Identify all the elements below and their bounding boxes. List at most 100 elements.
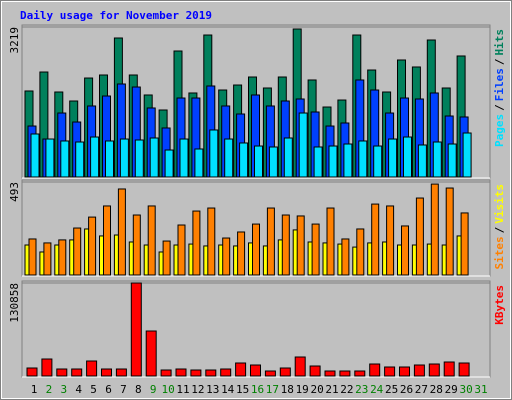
legend: Pages / Files / Hits [493, 29, 506, 147]
bar [147, 205, 156, 276]
bar [252, 223, 260, 276]
bar [30, 133, 40, 178]
bar [175, 368, 187, 377]
x-tick-label: 31 [474, 383, 487, 396]
bar [324, 370, 336, 377]
bar [328, 145, 338, 178]
bar [115, 368, 127, 377]
legend-entry: KBytes [493, 285, 506, 325]
bar [432, 141, 442, 178]
bar [254, 145, 263, 178]
bar [339, 370, 351, 377]
bar [194, 148, 204, 178]
bar [447, 143, 457, 178]
x-tick-label: 21 [325, 383, 338, 396]
bar [266, 207, 275, 276]
bar [235, 362, 247, 377]
bar [356, 228, 365, 276]
legend-entry: Visits [493, 184, 506, 224]
bar [430, 183, 439, 276]
bar [75, 141, 85, 178]
x-tick-label: 22 [340, 383, 353, 396]
bar [179, 138, 189, 178]
legend-entry: Sites [493, 236, 506, 269]
x-tick-label: 13 [206, 383, 219, 396]
x-tick-label: 17 [266, 383, 279, 396]
bar [417, 144, 427, 178]
bar [354, 370, 366, 377]
bar [239, 142, 249, 178]
x-tick-label: 19 [296, 383, 309, 396]
bar [343, 143, 353, 178]
bar [130, 282, 142, 377]
bar [41, 358, 53, 377]
bar [371, 203, 380, 276]
legend: Sites / Visits [493, 184, 506, 270]
legend-entry: Pages [493, 114, 506, 147]
x-tick-label: 15 [236, 383, 249, 396]
legend-separator: / [493, 58, 506, 65]
bar [43, 242, 52, 276]
x-tick-label: 24 [370, 383, 384, 396]
chart-title: Daily usage for November 2019 [20, 9, 212, 22]
bar [401, 225, 409, 276]
bar [296, 215, 305, 276]
bar [60, 140, 70, 178]
bar [56, 368, 68, 377]
bar [460, 212, 469, 276]
bar [413, 364, 425, 377]
y-tick-label: 130858 [8, 283, 21, 323]
bar [117, 188, 126, 276]
bar [462, 132, 472, 178]
bar [177, 224, 186, 276]
bar [58, 239, 67, 276]
x-tick-label: 6 [105, 383, 112, 396]
legend-entry: Files [493, 68, 506, 101]
x-tick-label: 12 [191, 383, 204, 396]
bar [119, 138, 129, 178]
x-tick-label: 27 [415, 383, 428, 396]
bar [71, 368, 83, 377]
bar [388, 138, 398, 178]
bar [220, 368, 232, 377]
x-tick-label: 8 [135, 383, 142, 396]
x-tick-label: 1 [31, 383, 38, 396]
bar [281, 214, 290, 276]
bar [224, 138, 234, 178]
bar [134, 139, 144, 178]
x-tick-label: 23 [355, 383, 368, 396]
x-tick-label: 28 [430, 383, 443, 396]
bar [73, 227, 82, 276]
x-tick-label: 11 [176, 383, 189, 396]
bar [399, 366, 410, 377]
bar [207, 207, 216, 276]
bar [373, 145, 383, 178]
bar [294, 356, 306, 377]
bar [428, 363, 440, 377]
x-tick-label: 25 [385, 383, 398, 396]
bar [298, 112, 308, 178]
x-tick-label: 29 [445, 383, 458, 396]
legend: KBytes [493, 285, 506, 325]
bar [341, 238, 350, 276]
bar [386, 205, 395, 276]
x-tick-label: 18 [281, 383, 294, 396]
x-tick-label: 26 [400, 383, 413, 396]
x-tick-label: 5 [90, 383, 97, 396]
x-tick-label: 30 [459, 383, 472, 396]
bar [369, 363, 381, 377]
bar [132, 214, 141, 276]
bar [311, 223, 320, 276]
bar [205, 369, 217, 377]
bar [264, 370, 276, 377]
bar [458, 362, 470, 377]
bar [268, 146, 278, 178]
bar [190, 369, 202, 377]
bar [26, 367, 38, 377]
bar [164, 149, 174, 178]
x-tick-label: 20 [310, 383, 323, 396]
x-tick-label: 2 [46, 383, 53, 396]
x-tick-label: 16 [251, 383, 264, 396]
